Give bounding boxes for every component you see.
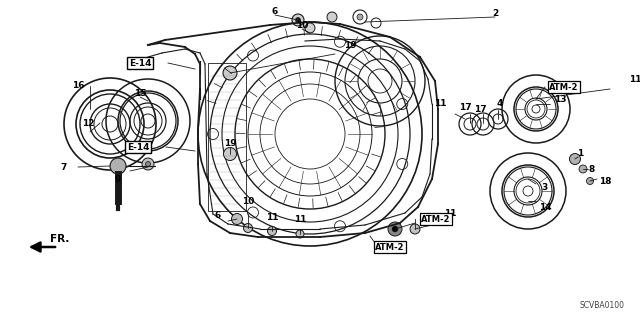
- Text: 19: 19: [344, 41, 356, 50]
- Circle shape: [570, 153, 580, 165]
- Circle shape: [296, 18, 301, 23]
- Text: FR.: FR.: [50, 234, 69, 244]
- Text: 11: 11: [434, 100, 446, 108]
- Text: 4: 4: [497, 100, 503, 108]
- Circle shape: [327, 12, 337, 22]
- Circle shape: [232, 213, 243, 225]
- Text: 10: 10: [242, 197, 254, 205]
- Text: 16: 16: [72, 81, 84, 91]
- Text: 5: 5: [421, 214, 427, 224]
- Circle shape: [296, 230, 304, 238]
- Text: 6: 6: [272, 6, 278, 16]
- Text: 8: 8: [589, 165, 595, 174]
- Text: 9: 9: [115, 174, 121, 183]
- Circle shape: [110, 158, 126, 174]
- Circle shape: [145, 161, 150, 167]
- Text: E-14: E-14: [127, 143, 149, 152]
- Text: 11: 11: [444, 210, 456, 219]
- Circle shape: [392, 226, 398, 232]
- Circle shape: [243, 224, 253, 233]
- Circle shape: [292, 14, 304, 26]
- Text: 13: 13: [554, 94, 566, 103]
- Text: E-14: E-14: [129, 58, 151, 68]
- Text: 7: 7: [61, 162, 67, 172]
- Circle shape: [388, 222, 402, 236]
- Circle shape: [410, 224, 420, 234]
- Text: 14: 14: [539, 203, 551, 211]
- Circle shape: [223, 147, 237, 160]
- Text: ATM-2: ATM-2: [421, 214, 451, 224]
- Text: 12: 12: [82, 118, 94, 128]
- Text: 1: 1: [577, 150, 583, 159]
- Circle shape: [586, 177, 593, 184]
- Text: 19: 19: [224, 139, 236, 149]
- Text: 11: 11: [266, 212, 278, 221]
- Text: ATM-2: ATM-2: [375, 242, 404, 251]
- Text: 15: 15: [134, 90, 147, 99]
- Text: 6: 6: [215, 211, 221, 220]
- Circle shape: [223, 66, 237, 80]
- Text: SCVBA0100: SCVBA0100: [580, 300, 625, 309]
- Circle shape: [268, 226, 276, 235]
- Circle shape: [357, 14, 363, 20]
- Text: 18: 18: [599, 177, 611, 187]
- Bar: [208, 63, 246, 211]
- Circle shape: [579, 165, 587, 173]
- Text: 10: 10: [296, 20, 308, 29]
- Text: 17: 17: [459, 102, 471, 112]
- Text: ATM-2: ATM-2: [549, 83, 579, 92]
- Text: 3: 3: [542, 182, 548, 191]
- Text: 11: 11: [628, 75, 640, 84]
- Text: 17: 17: [474, 105, 486, 114]
- Text: 2: 2: [492, 9, 498, 18]
- Circle shape: [142, 158, 154, 170]
- Text: 11: 11: [294, 214, 307, 224]
- Circle shape: [305, 23, 315, 33]
